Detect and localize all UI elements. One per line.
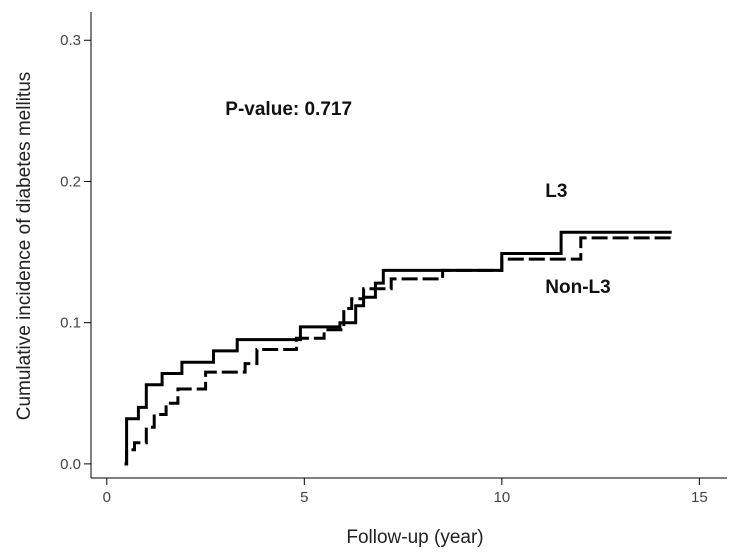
p-value-annotation: P-value: 0.717 (225, 99, 352, 120)
y-ticks: 0.0 0.1 0.2 0.3 (60, 32, 91, 473)
axes (90, 12, 727, 479)
y-axis-title: Cumulative incidence of diabetes mellitu… (14, 72, 35, 421)
series-line-non-l3 (124, 236, 672, 466)
x-axis-title: Follow-up (year) (346, 527, 483, 548)
non-l3-label: Non-L3 (545, 277, 610, 298)
series-line-l3 (124, 230, 672, 466)
y-tick-label: 0.3 (60, 32, 81, 49)
x-tick-label: 5 (300, 489, 308, 506)
y-tick-label: 0.1 (60, 315, 81, 332)
x-tick-label: 15 (691, 489, 708, 506)
l3-label: L3 (545, 181, 567, 202)
y-tick-label: 0.2 (60, 173, 81, 190)
series-group (124, 230, 672, 466)
annotations: P-value: 0.717 L3 Non-L3 (225, 99, 610, 298)
x-tick-label: 0 (103, 489, 111, 506)
x-ticks: 0 5 10 15 (103, 478, 708, 506)
x-tick-label: 10 (493, 489, 510, 506)
y-tick-label: 0.0 (60, 456, 81, 473)
